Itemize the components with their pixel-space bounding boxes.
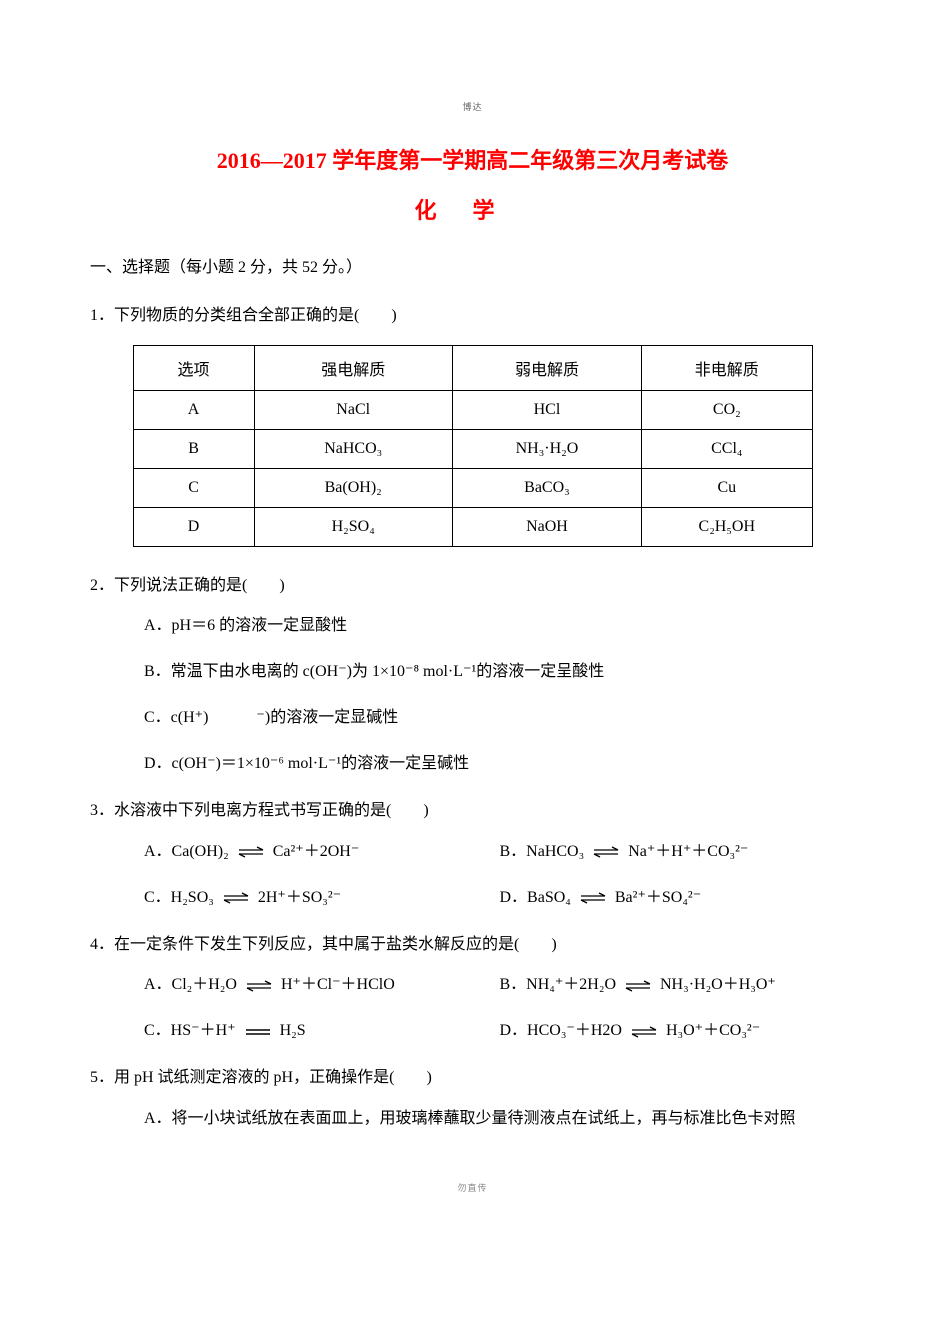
q3b-lhs: B．NaHCO₃ [500, 843, 589, 860]
cell: CCl₄ [642, 429, 812, 468]
equilibrium-arrow-icon [579, 892, 607, 904]
q2-stem: 2．下列说法正确的是( ) [90, 573, 855, 599]
cell: A [133, 390, 254, 429]
col-option: 选项 [133, 345, 254, 390]
q5-option-a: A．将一小块试纸放在表面皿上，用玻璃棒蘸取少量待测液点在试纸上，再与标准比色卡对… [144, 1107, 855, 1131]
table-header-row: 选项 强电解质 弱电解质 非电解质 [133, 345, 812, 390]
q4-option-b: B．NH₄⁺＋2H₂O NH₃·H₂O＋H₃O⁺ [500, 973, 856, 997]
q4-option-a: A．Cl₂＋H₂O H⁺＋Cl⁻＋HClO [144, 973, 500, 997]
header-watermark: 博达 [90, 100, 855, 113]
cell: D [133, 507, 254, 546]
section-1-heading: 一、选择题（每小题 2 分，共 52 分。） [90, 253, 855, 277]
q3c-rhs: 2H⁺＋SO₃²⁻ [254, 889, 341, 906]
footer-watermark: 勿直传 [90, 1181, 855, 1194]
q4d-rhs: H₃O⁺＋CO₃²⁻ [662, 1022, 760, 1039]
q3-stem: 3．水溶液中下列电离方程式书写正确的是( ) [90, 798, 855, 824]
table-row: D H₂SO₄ NaOH C₂H₅OH [133, 507, 812, 546]
cell: H₂SO₄ [254, 507, 452, 546]
cell: Cu [642, 468, 812, 507]
q5-stem: 5．用 pH 试纸测定溶液的 pH，正确操作是( ) [90, 1065, 855, 1091]
q3-option-b: B．NaHCO₃ Na⁺＋H⁺＋CO₃²⁻ [500, 840, 856, 864]
cell: HCl [452, 390, 641, 429]
q2-option-a: A．pH＝6 的溶液一定显酸性 [144, 614, 855, 638]
q2-option-d: D．c(OH⁻)＝1×10⁻⁶ mol·L⁻¹的溶液一定呈碱性 [144, 752, 855, 776]
table-row: C Ba(OH)₂ BaCO₃ Cu [133, 468, 812, 507]
q4b-rhs: NH₃·H₂O＋H₃O⁺ [656, 976, 776, 993]
exam-title-line2: 化学 [90, 193, 855, 225]
col-non: 非电解质 [642, 345, 812, 390]
q1-stem: 1．下列物质的分类组合全部正确的是( ) [90, 303, 855, 329]
q3c-lhs: C．H₂SO₃ [144, 889, 218, 906]
col-weak: 弱电解质 [452, 345, 641, 390]
equilibrium-arrow-icon [222, 892, 250, 904]
equilibrium-arrow-icon [624, 980, 652, 992]
cell: C₂H₅OH [642, 507, 812, 546]
q4a-rhs: H⁺＋Cl⁻＋HClO [277, 976, 395, 993]
q2-option-c: C．c(H⁺) ⁻)的溶液一定显碱性 [144, 706, 855, 730]
q3-option-a: A．Ca(OH)₂ Ca²⁺＋2OH⁻ [144, 840, 500, 864]
q3a-lhs: A．Ca(OH)₂ [144, 843, 233, 860]
q2-option-b: B．常温下由水电离的 c(OH⁻)为 1×10⁻⁸ mol·L⁻¹的溶液一定呈酸… [144, 660, 855, 684]
q3-option-d: D．BaSO₄ Ba²⁺＋SO₄²⁻ [500, 886, 856, 910]
equilibrium-arrow-icon [237, 846, 265, 858]
q4b-lhs: B．NH₄⁺＋2H₂O [500, 976, 621, 993]
cell: NaHCO₃ [254, 429, 452, 468]
cell: NH₃·H₂O [452, 429, 641, 468]
equilibrium-arrow-icon [245, 980, 273, 992]
cell: Ba(OH)₂ [254, 468, 452, 507]
equilibrium-arrow-icon [592, 846, 620, 858]
equilibrium-arrow-icon [630, 1026, 658, 1038]
col-strong: 强电解质 [254, 345, 452, 390]
q1-table: 选项 强电解质 弱电解质 非电解质 A NaCl HCl CO₂ B NaHCO… [133, 345, 813, 547]
q4c-lhs: C．HS⁻＋H⁺ [144, 1022, 240, 1039]
table-row: B NaHCO₃ NH₃·H₂O CCl₄ [133, 429, 812, 468]
cell: CO₂ [642, 390, 812, 429]
cell: C [133, 468, 254, 507]
cell: NaOH [452, 507, 641, 546]
q4-option-c: C．HS⁻＋H⁺ H₂S [144, 1019, 500, 1043]
exam-title-line1: 2016—2017 学年度第一学期高二年级第三次月考试卷 [90, 143, 855, 175]
table-row: A NaCl HCl CO₂ [133, 390, 812, 429]
equals-icon [244, 1026, 272, 1038]
cell: BaCO₃ [452, 468, 641, 507]
q3d-lhs: D．BaSO₄ [500, 889, 575, 906]
q3d-rhs: Ba²⁺＋SO₄²⁻ [611, 889, 701, 906]
cell: NaCl [254, 390, 452, 429]
q4-stem: 4．在一定条件下发生下列反应，其中属于盐类水解反应的是( ) [90, 932, 855, 958]
q4c-rhs: H₂S [276, 1022, 306, 1039]
q3a-rhs: Ca²⁺＋2OH⁻ [269, 843, 360, 860]
q4a-lhs: A．Cl₂＋H₂O [144, 976, 241, 993]
cell: B [133, 429, 254, 468]
q4d-lhs: D．HCO₃⁻＋H2O [500, 1022, 626, 1039]
q4-option-d: D．HCO₃⁻＋H2O H₃O⁺＋CO₃²⁻ [500, 1019, 856, 1043]
q3b-rhs: Na⁺＋H⁺＋CO₃²⁻ [624, 843, 748, 860]
q3-option-c: C．H₂SO₃ 2H⁺＋SO₃²⁻ [144, 886, 500, 910]
